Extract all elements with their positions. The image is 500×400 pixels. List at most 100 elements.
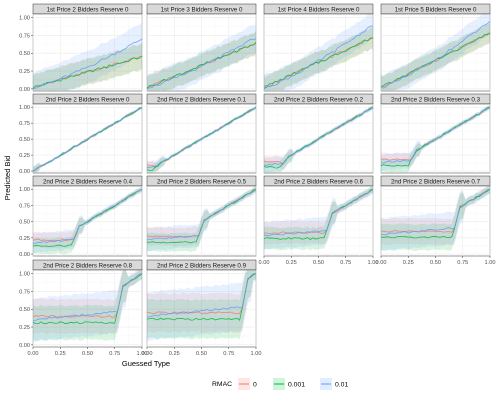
confidence-band (147, 270, 256, 342)
y-tick-label: 1.00 (19, 187, 30, 193)
confidence-band (33, 186, 142, 254)
facet-panel: 2nd Price 2 Bidders Reserve 0 0.00 0.25 0.5… (19, 93, 143, 175)
confidence-band (147, 270, 256, 340)
y-tick-label: 0.25 (19, 236, 30, 242)
facet-panel: 2nd Price 2 Bidders Reserve 0.4 0.00 0.25 0… (19, 175, 143, 258)
confidence-band (33, 270, 142, 335)
x-tick-label: 0.25 (403, 260, 414, 266)
facet-title: 2nd Price 2 Bidders Reserve 0.9 (157, 262, 247, 269)
y-tick-label: 0.25 (19, 325, 30, 331)
y-tick-label: 0.00 (19, 87, 30, 93)
series-line (380, 188, 491, 233)
x-tick-label: 1.00 (251, 351, 262, 357)
facet-panel: 1st Price 3 Bidders Reserve 0 (146, 3, 257, 92)
series-line (146, 107, 257, 168)
series-line (380, 188, 491, 236)
confidence-band (381, 186, 490, 246)
confidence-band (33, 186, 142, 249)
series-line (380, 20, 491, 89)
series-line (146, 273, 257, 318)
x-tick-label: 0.00 (142, 351, 153, 357)
series-line (146, 189, 257, 241)
x-tick-label: 0.50 (430, 260, 441, 266)
series-line (32, 107, 143, 172)
x-tick-label: 0.50 (196, 351, 207, 357)
series-line (380, 106, 491, 164)
facet-title: 2nd Price 2 Bidders Reserve 0.5 (157, 178, 247, 185)
series-line (32, 273, 143, 325)
series-line (32, 273, 143, 318)
confidence-band (264, 186, 373, 251)
facet-panel: 2nd Price 2 Bidders Reserve 0.5 (146, 175, 257, 257)
y-tick-label: 0.75 (19, 121, 30, 127)
facet-panel: 2nd Price 2 Bidders Reserve 0.8 0.00 0.25 0… (19, 259, 148, 357)
facet-title: 2nd Price 2 Bidders Reserve 0.7 (391, 178, 481, 185)
series-line (32, 188, 143, 244)
facet-panel: 2nd Price 2 Bidders Reserve 0.3 (380, 93, 491, 174)
series-line (146, 273, 257, 321)
x-tick-label: 0.75 (457, 260, 468, 266)
confidence-band (147, 30, 256, 91)
y-tick-label: 0.75 (19, 33, 30, 39)
y-tick-label: 1.00 (19, 16, 30, 22)
x-tick-label: 1.00 (137, 351, 148, 357)
facet-title: 2nd Price 2 Bidders Reserve 0.4 (43, 178, 133, 185)
series-line (32, 273, 143, 321)
facet-title: 1st Price 3 Bidders Reserve 0 (161, 6, 243, 13)
confidence-band (147, 186, 256, 247)
legend-label: 0 (253, 382, 257, 389)
series-line (263, 188, 374, 237)
legend-label: 0.001 (288, 382, 305, 389)
facet-title: 2nd Price 2 Bidders Reserve 0.6 (274, 178, 364, 185)
y-tick-label: 0.50 (19, 307, 30, 313)
x-axis-title: Guessed Type (122, 359, 170, 368)
confidence-band (381, 105, 490, 167)
y-tick-label: 0.50 (19, 137, 30, 143)
facet-panel: 1st Price 5 Bidders Reserve 0 (380, 3, 491, 92)
x-tick-label: 1.00 (485, 260, 496, 266)
x-tick-label: 0.50 (313, 260, 324, 266)
legend-item: 0.01 (320, 378, 348, 390)
facet-panel: 2nd Price 2 Bidders Reserve 0.2 (263, 93, 374, 174)
facet-panel: 2nd Price 2 Bidders Reserve 0.6 0.00 0.25 0… (259, 175, 378, 266)
legend-item: 0 (238, 378, 257, 390)
x-tick-label: 0.75 (223, 351, 234, 357)
series-line (263, 25, 374, 89)
y-tick-label: 0.75 (19, 289, 30, 295)
confidence-band (147, 270, 256, 334)
series-line (146, 42, 257, 89)
facet-title: 1st Price 5 Bidders Reserve 0 (395, 6, 477, 13)
confidence-band (264, 14, 373, 91)
legend-item: 0.001 (273, 378, 305, 390)
confidence-band (264, 186, 373, 245)
x-tick-label: 0.50 (82, 351, 93, 357)
x-tick-label: 0.00 (259, 260, 270, 266)
facet-title: 2nd Price 2 Bidders Reserve 0.8 (43, 262, 133, 269)
confidence-band (33, 270, 142, 342)
legend-title: RMAC (212, 381, 232, 388)
x-tick-label: 0.25 (169, 351, 180, 357)
confidence-band (381, 14, 490, 91)
y-tick-label: 0.25 (19, 153, 30, 159)
facet-panel: 2nd Price 2 Bidders Reserve 0.1 (146, 93, 257, 174)
x-tick-label: 0.00 (376, 260, 387, 266)
confidence-band (33, 23, 142, 91)
facet-panel: 2nd Price 2 Bidders Reserve 0.7 0.00 0.25 0… (376, 175, 496, 266)
facet-title: 2nd Price 2 Bidders Reserve 0.2 (274, 96, 364, 103)
x-tick-label: 0.75 (109, 351, 120, 357)
facet-title: 2nd Price 2 Bidders Reserve 0.1 (157, 96, 247, 103)
confidence-band (381, 104, 490, 171)
confidence-band (147, 186, 256, 253)
facet-panel: 1st Price 4 Bidders Reserve 0 (263, 3, 374, 92)
y-tick-label: 0.00 (19, 252, 30, 258)
y-axis-title: Predicted Bid (3, 156, 12, 201)
y-tick-label: 0.25 (19, 69, 30, 75)
facet-panels: 1st Price 2 Bidders Reserve 0 0.00 0.25 0.5… (19, 3, 496, 357)
series-line (146, 38, 257, 90)
x-tick-label: 0.25 (55, 351, 66, 357)
facet-title: 1st Price 4 Bidders Reserve 0 (278, 6, 360, 13)
confidence-band (381, 186, 490, 251)
facet-title: 1st Price 2 Bidders Reserve 0 (47, 6, 129, 13)
confidence-band (147, 186, 256, 251)
